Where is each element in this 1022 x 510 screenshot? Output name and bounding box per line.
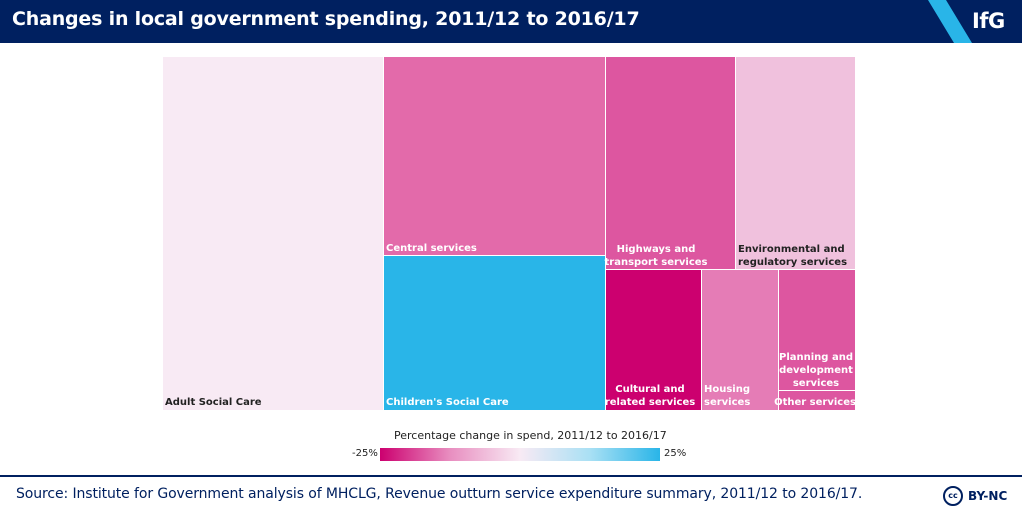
- treemap-cell-environmental-and-regulatory-services: [736, 57, 855, 269]
- legend-title: Percentage change in spend, 2011/12 to 2…: [394, 429, 667, 442]
- treemap-label-environmental-and-regulatory-services: Environmental and regulatory services: [738, 244, 847, 268]
- treemap-label-housing-services: Housing services: [704, 384, 750, 408]
- treemap-label-adult-social-care: Adult Social Care: [165, 397, 262, 408]
- treemap-cell-other-services: [779, 391, 855, 410]
- source-note: Source: Institute for Government analysi…: [16, 486, 863, 502]
- legend-min-label: -25%: [352, 448, 378, 459]
- treemap-label-cultural-and-related-services: Cultural and related services: [605, 384, 695, 408]
- treemap-cell-planning-and-development-services: [779, 270, 855, 390]
- treemap-cell-highways-and-transport-services: [606, 57, 735, 269]
- ifg-logo: IfG: [972, 9, 1005, 33]
- treemap-label-children-s-social-care: Children's Social Care: [386, 397, 509, 408]
- treemap-label-central-services: Central services: [386, 243, 477, 254]
- treemap-cell-cultural-and-related-services: [606, 270, 701, 410]
- chart-title: Changes in local government spending, 20…: [12, 8, 640, 30]
- legend-max-label: 25%: [664, 448, 687, 459]
- treemap-label-other-services: Other services: [774, 397, 856, 408]
- treemap-cell-adult-social-care: [163, 57, 383, 410]
- footer-divider: [0, 475, 1022, 477]
- treemap-cell-central-services: [384, 57, 605, 255]
- logo-stripe-icon: [928, 0, 972, 43]
- treemap-cell-housing-services: [702, 270, 778, 410]
- legend-color-scale: [380, 448, 660, 461]
- license-label: BY-NC: [968, 489, 1008, 503]
- treemap-cell-children-s-social-care: [384, 256, 605, 410]
- treemap-label-planning-and-development-services: Planning and development services: [779, 352, 853, 389]
- treemap-chart: Adult Social Care Central services Childre…: [163, 57, 856, 410]
- treemap-label-highways-and-transport-services: Highways and transport services: [604, 244, 707, 268]
- creative-commons-icon: cc: [943, 486, 963, 506]
- header-bar: [0, 0, 1022, 43]
